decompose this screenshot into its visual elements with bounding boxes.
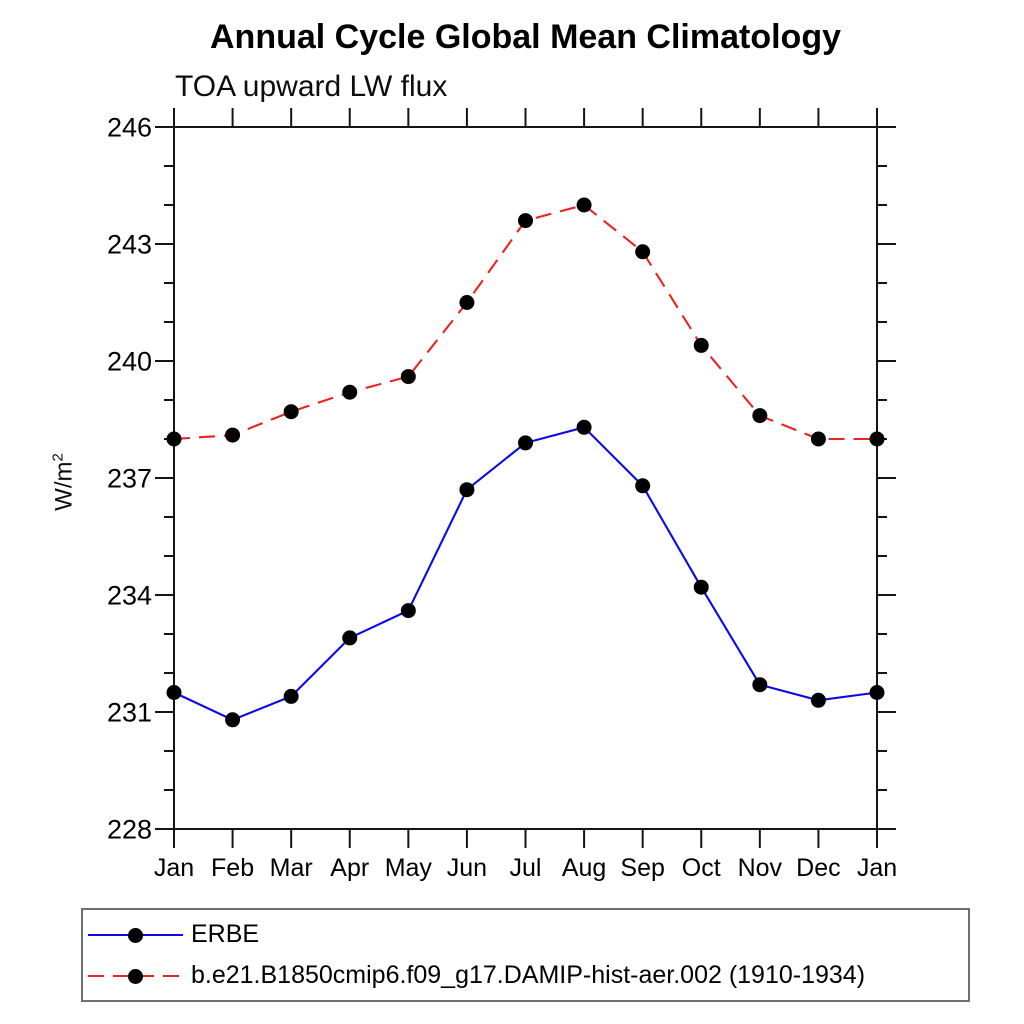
chart-subtitle: TOA upward LW flux (175, 70, 448, 103)
y-axis-label-base: W/m (50, 461, 78, 511)
data-point-marker (225, 427, 241, 443)
x-tick-label: Aug (562, 854, 606, 882)
data-point-marker (869, 685, 885, 700)
data-point-marker (635, 478, 651, 494)
data-point-marker (752, 408, 768, 424)
legend-label-model: b.e21.B1850cmip6.f09_g17.DAMIP-hist-aer.… (191, 961, 866, 989)
data-point-marker (693, 337, 709, 353)
x-tick-label: Nov (738, 854, 783, 882)
y-tick-label: 228 (107, 815, 152, 845)
black-dot-marker-icon (128, 968, 143, 984)
series-markers (166, 197, 885, 447)
series-line-erbe (173, 426, 878, 721)
data-point-marker (576, 419, 592, 435)
y-ticks (155, 126, 896, 830)
data-point-marker (869, 431, 885, 447)
y-tick-label: 237 (107, 464, 152, 494)
series-line-model (173, 203, 877, 441)
x-tick-label: Sep (620, 854, 664, 882)
data-point-marker (225, 712, 241, 728)
data-point-marker (810, 692, 826, 708)
x-tick-label: May (385, 854, 433, 882)
x-tick-label: Jan (857, 854, 897, 882)
x-tick-label: Oct (682, 854, 721, 882)
data-point-marker (752, 677, 768, 693)
data-point-marker (283, 404, 299, 420)
data-point-marker (635, 244, 651, 260)
x-tick-label: Jul (510, 854, 542, 882)
x-tick-label: Apr (330, 854, 369, 882)
legend-entry-erbe: ERBE (83, 918, 968, 952)
data-point-marker (518, 213, 533, 229)
x-tick-label: Mar (270, 854, 313, 882)
black-dot-marker-icon (128, 927, 143, 943)
y-axis-label-exponent: 2 (49, 453, 67, 462)
legend-label-erbe: ERBE (191, 920, 260, 948)
y-tick-label: 234 (107, 581, 152, 611)
legend-swatch-erbe (88, 918, 183, 952)
y-tick-label: 243 (107, 230, 152, 260)
series-markers (166, 419, 885, 728)
legend: ERBE b.e21.B1850cmip6.f09_g17.DAMIP-hist… (81, 908, 970, 1002)
y-tick-label: 246 (107, 113, 152, 143)
chart-title: Annual Cycle Global Mean Climatology (210, 18, 841, 56)
y-tick-label: 231 (107, 698, 152, 728)
legend-swatch-model (88, 959, 183, 993)
x-tick-label: Dec (796, 854, 840, 882)
data-point-marker (459, 482, 475, 498)
plot-frame (173, 126, 878, 830)
x-tick-label: Jan (154, 854, 194, 882)
y-axis-label: W/m2 (50, 453, 79, 511)
data-point-marker (166, 685, 182, 700)
x-tick-label: Jun (447, 854, 487, 882)
data-point-marker (283, 688, 299, 704)
y-tick-label: 240 (107, 347, 152, 377)
data-point-marker (342, 384, 358, 400)
data-point-marker (342, 630, 358, 646)
data-point-marker (400, 369, 416, 385)
x-tick-label: Feb (211, 854, 254, 882)
legend-entry-model: b.e21.B1850cmip6.f09_g17.DAMIP-hist-aer.… (83, 959, 968, 993)
data-point-marker (400, 603, 416, 619)
data-point-marker (576, 197, 592, 213)
data-point-marker (459, 295, 475, 310)
data-point-marker (693, 579, 709, 595)
x-tick-labels: Jan Feb Mar Apr May Jun Jul Aug Sep Oct Nov Dec Jan (154, 854, 897, 882)
x-ticks (173, 108, 878, 848)
y-tick-labels: 228 231 234 237 240 243 246 (107, 113, 152, 845)
data-point-marker (166, 431, 182, 447)
data-point-marker (518, 435, 533, 451)
data-point-marker (810, 431, 826, 447)
